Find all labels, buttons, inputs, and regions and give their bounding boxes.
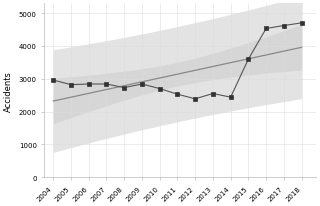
Y-axis label: Accidents: Accidents	[4, 70, 13, 111]
